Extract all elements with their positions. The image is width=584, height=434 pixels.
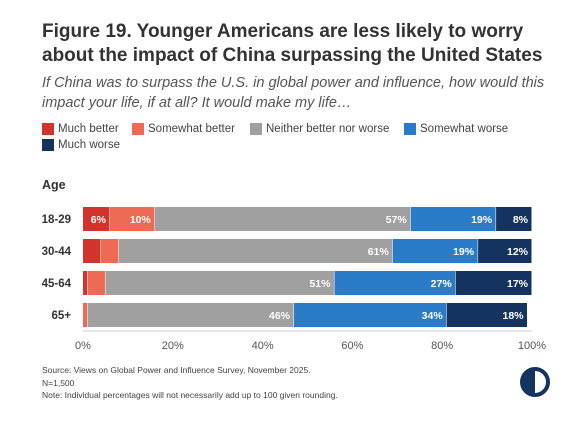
sample-size: N=1,500 [42, 377, 75, 388]
source-note: Source: Views on Global Power and Influe… [42, 365, 311, 375]
x-tick-label: 60% [341, 340, 363, 352]
data-label: 46% [269, 310, 291, 322]
bar-segment [87, 303, 294, 327]
legend-label: Somewhat worse [420, 123, 509, 135]
data-label: 18% [502, 310, 524, 322]
category-label: 30-44 [42, 246, 72, 258]
data-label: 61% [368, 246, 390, 258]
bar-segment [83, 303, 87, 327]
legend-swatch [42, 139, 54, 151]
data-label: 19% [471, 214, 493, 226]
category-label: 65+ [51, 310, 71, 322]
legend-label: Much better [58, 123, 119, 135]
bar-segment [334, 271, 456, 295]
bar-segment [109, 207, 155, 231]
bar-segment [410, 207, 496, 231]
half-circle-logo-icon [520, 367, 550, 397]
data-label: 57% [386, 214, 408, 226]
bar-segment [496, 207, 532, 231]
bar-segment [392, 239, 478, 263]
y-axis-title: Age [42, 178, 66, 192]
bar-segment [83, 207, 110, 231]
chart-subtitle: If China was to surpass the U.S. in glob… [42, 75, 545, 111]
x-tick-label: 40% [252, 340, 274, 352]
x-tick-label: 0% [75, 340, 91, 352]
legend-item-much-better: Much better [42, 123, 119, 135]
rounding-note: Note: Individual percentages will not ne… [42, 390, 338, 400]
bar-segment [294, 303, 447, 327]
legend-swatch [132, 123, 144, 135]
bar-segment [87, 271, 105, 295]
legend-item-somewhat-worse: Somewhat worse [404, 123, 508, 135]
category-label: 45-64 [42, 278, 72, 290]
bar-segment [118, 239, 393, 263]
bar-segment [154, 207, 411, 231]
legend-swatch [250, 123, 262, 135]
x-tick-label: 100% [518, 340, 546, 352]
data-label: 10% [130, 214, 152, 226]
legend-swatch [404, 123, 416, 135]
bar-segment [478, 239, 532, 263]
chart-title: Figure 19. Younger Americans are less li… [42, 21, 543, 66]
bar-segment [105, 271, 334, 295]
data-label: 19% [453, 246, 475, 258]
data-label: 17% [507, 278, 529, 290]
chart-footer: Source: Views on Global Power and Influe… [42, 364, 472, 402]
stacked-bar-chart: 18-29 6% 10% 57% 19% 8% 30-44 61% 19% 12% 45-64 51%… [42, 207, 546, 352]
data-label: 8% [513, 214, 529, 226]
legend-item-neither: Neither better nor worse [250, 123, 389, 135]
legend-item-somewhat-better: Somewhat better [132, 123, 235, 135]
data-label: 51% [309, 278, 331, 290]
data-label: 34% [422, 310, 444, 322]
x-tick-label: 80% [431, 340, 453, 352]
bar-segment [100, 239, 119, 263]
legend-swatch [42, 123, 54, 135]
legend-label: Neither better nor worse [266, 123, 390, 135]
legend-label: Much worse [58, 139, 120, 151]
data-label: 27% [431, 278, 453, 290]
x-tick-label: 20% [162, 340, 184, 352]
data-label: 6% [91, 214, 107, 226]
bar-segment [446, 303, 528, 327]
legend-item-much-worse: Much worse [42, 139, 120, 151]
bar-segment [455, 271, 532, 295]
data-label: 12% [507, 246, 529, 258]
bar-segment [83, 271, 87, 295]
legend-label: Somewhat better [148, 123, 235, 135]
category-label: 18-29 [42, 214, 71, 226]
bar-segment [83, 239, 101, 263]
